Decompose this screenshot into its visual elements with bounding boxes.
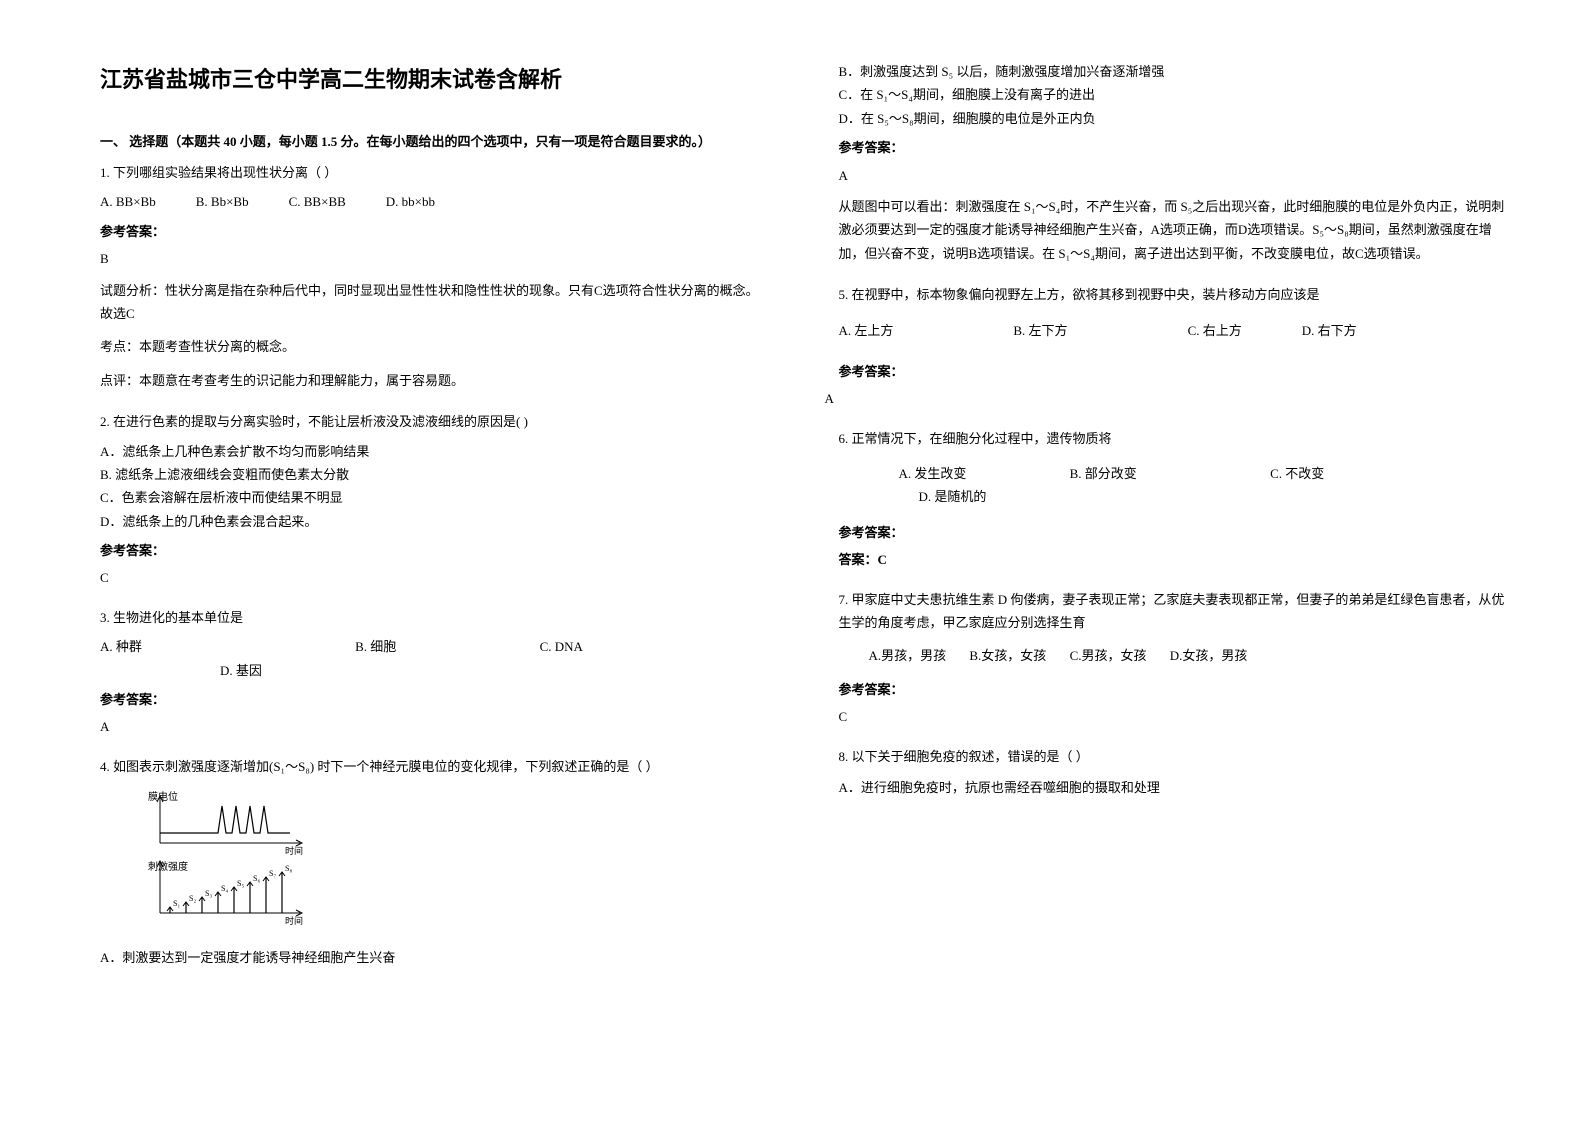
q6-opt-b: B. 部分改变 [1070, 462, 1137, 485]
q2-opt-b: B. 滤纸条上滤液细线会变粗而使色素太分散 [100, 463, 769, 486]
q7-options: A.男孩，男孩 B.女孩，女孩 C.男孩，女孩 D.女孩，男孩 [869, 644, 1508, 667]
left-column: 江苏省盐城市三仓中学高二生物期末试卷含解析 一、 选择题（本题共 40 小题，每… [100, 60, 769, 1082]
svg-text:S₈: S₈ [285, 864, 292, 873]
q7-text: 7. 甲家庭中丈夫患抗维生素 D 佝偻病，妻子表现正常；乙家庭夫妻表现都正常，但… [839, 588, 1508, 635]
q2-text: 2. 在进行色素的提取与分离实验时，不能让层析液没及滤液细线的原因是( ) [100, 410, 769, 433]
q4-answer: A [839, 164, 1508, 187]
q1-explanation-3: 点评：本题意在考查考生的识记能力和理解能力，属于容易题。 [100, 369, 769, 392]
q5-opt-b: B. 左下方 [1013, 319, 1067, 342]
q3-opt-b: B. 细胞 [355, 635, 396, 658]
q4-text: 4. 如图表示刺激强度逐渐增加(S₁～S₈) 时下一个神经元膜电位的变化规律，下… [100, 755, 769, 778]
q3-opt-a: A. 种群 [100, 635, 142, 658]
q6-opt-d: D. 是随机的 [919, 485, 987, 508]
q5-answer: A [825, 387, 1508, 410]
question-1: 1. 下列哪组实验结果将出现性状分离（ ） A. BB×Bb B. Bb×Bb … [100, 161, 769, 402]
q5-opt-c: C. 右上方 [1188, 319, 1242, 342]
exam-title: 江苏省盐城市三仓中学高二生物期末试卷含解析 [100, 60, 769, 100]
q1-opt-c: C. BB×BB [289, 190, 346, 213]
svg-text:S₆: S₆ [253, 874, 260, 883]
q5-options: A. 左上方 B. 左下方 C. 右上方 D. 右下方 [839, 319, 1508, 350]
right-column: B．刺激强度达到 S₅ 以后，随刺激强度增加兴奋逐渐增强 C．在 S₁～S₄期间… [839, 60, 1508, 1082]
q3-answer: A [100, 715, 769, 738]
q2-answer-label: 参考答案： [100, 539, 769, 562]
question-5: 5. 在视野中，标本物象偏向视野左上方，欲将其移到视野中央，装片移动方向应该是 … [839, 283, 1508, 419]
question-8: 8. 以下关于细胞免疫的叙述，错误的是（ ） A．进行细胞免疫时，抗原也需经吞噬… [839, 745, 1508, 806]
q1-opt-a: A. BB×Bb [100, 190, 156, 213]
q8-text: 8. 以下关于细胞免疫的叙述，错误的是（ ） [839, 745, 1508, 768]
svg-text:S₅: S₅ [237, 879, 244, 888]
q2-answer: C [100, 566, 769, 589]
q3-text: 3. 生物进化的基本单位是 [100, 606, 769, 629]
q2-opt-a: A．滤纸条上几种色素会扩散不均匀而影响结果 [100, 440, 769, 463]
q6-text: 6. 正常情况下，在细胞分化过程中，遗传物质将 [839, 427, 1508, 450]
q5-opt-d: D. 右下方 [1302, 319, 1357, 342]
q4-chart-svg: 膜电位 时间 刺激强度 S₁S [140, 788, 340, 928]
svg-text:S₁: S₁ [173, 899, 180, 908]
question-4-continued: B．刺激强度达到 S₅ 以后，随刺激强度增加兴奋逐渐增强 C．在 S₁～S₄期间… [839, 60, 1508, 275]
q6-opt-c: C. 不改变 [1270, 462, 1324, 485]
exam-page: 江苏省盐城市三仓中学高二生物期末试卷含解析 一、 选择题（本题共 40 小题，每… [100, 60, 1507, 1082]
q2-options: A．滤纸条上几种色素会扩散不均匀而影响结果 B. 滤纸条上滤液细线会变粗而使色素… [100, 440, 769, 534]
question-2: 2. 在进行色素的提取与分离实验时，不能让层析液没及滤液细线的原因是( ) A．… [100, 410, 769, 598]
q3-answer-label: 参考答案： [100, 688, 769, 711]
q7-opt-b: B.女孩，女孩 [969, 644, 1046, 667]
q6-answer-label: 参考答案： [839, 521, 1508, 544]
q3-options: A. 种群 B. 细胞 C. DNA D. 基因 [100, 635, 769, 682]
q7-answer: C [839, 705, 1508, 728]
svg-text:S₇: S₇ [269, 869, 276, 878]
question-4: 4. 如图表示刺激强度逐渐增加(S₁～S₈) 时下一个神经元膜电位的变化规律，下… [100, 755, 769, 975]
q4-answer-label: 参考答案： [839, 136, 1508, 159]
q8-opt-a: A．进行细胞免疫时，抗原也需经吞噬细胞的摄取和处理 [839, 776, 1508, 799]
q2-opt-c: C．色素会溶解在层析液中而使结果不明显 [100, 486, 769, 509]
q4-chart: 膜电位 时间 刺激强度 S₁S [140, 788, 340, 935]
q5-text: 5. 在视野中，标本物象偏向视野左上方，欲将其移到视野中央，装片移动方向应该是 [839, 283, 1508, 306]
svg-text:S₄: S₄ [221, 884, 228, 893]
q2-opt-d: D．滤纸条上的几种色素会混合起来。 [100, 510, 769, 533]
question-6: 6. 正常情况下，在细胞分化过程中，遗传物质将 A. 发生改变 B. 部分改变 … [839, 427, 1508, 580]
q4-options: A．刺激要达到一定强度才能诱导神经细胞产生兴奋 [100, 946, 769, 969]
q3-opt-d: D. 基因 [220, 659, 262, 682]
q7-opt-c: C.男孩，女孩 [1070, 644, 1147, 667]
q4-opt-a: A．刺激要达到一定强度才能诱导神经细胞产生兴奋 [100, 946, 769, 969]
question-7: 7. 甲家庭中丈夫患抗维生素 D 佝偻病，妻子表现正常；乙家庭夫妻表现都正常，但… [839, 588, 1508, 737]
q7-opt-a: A.男孩，男孩 [869, 644, 947, 667]
chart-ylabel-bottom: 刺激强度 [148, 860, 188, 873]
svg-text:S₃: S₃ [205, 889, 212, 898]
q1-options: A. BB×Bb B. Bb×Bb C. BB×BB D. bb×bb [100, 190, 769, 213]
svg-text:S₂: S₂ [189, 894, 196, 903]
section-1-header: 一、 选择题（本题共 40 小题，每小题 1.5 分。在每小题给出的四个选项中，… [100, 130, 769, 153]
q7-opt-d: D.女孩，男孩 [1170, 644, 1248, 667]
q7-answer-label: 参考答案： [839, 678, 1508, 701]
q4-opt-b: B．刺激强度达到 S₅ 以后，随刺激强度增加兴奋逐渐增强 [839, 60, 1508, 83]
q4-opt-d: D．在 S₅～S₈期间，细胞膜的电位是外正内负 [839, 107, 1508, 130]
q1-answer: B [100, 247, 769, 270]
q6-answer: 答案：C [839, 548, 1508, 571]
q5-answer-label: 参考答案： [839, 360, 1508, 383]
q1-explanation-1: 试题分析：性状分离是指在杂种后代中，同时显现出显性性状和隐性性状的现象。只有C选… [100, 279, 769, 326]
q4-opt-c: C．在 S₁～S₄期间，细胞膜上没有离子的进出 [839, 83, 1508, 106]
q8-options: A．进行细胞免疫时，抗原也需经吞噬细胞的摄取和处理 [839, 776, 1508, 799]
q6-options: A. 发生改变 B. 部分改变 C. 不改变 D. 是随机的 [839, 462, 1508, 509]
q1-text: 1. 下列哪组实验结果将出现性状分离（ ） [100, 161, 769, 184]
q1-explanation-2: 考点：本题考查性状分离的概念。 [100, 335, 769, 358]
chart-xlabel-bottom: 时间 [285, 915, 303, 926]
q5-opt-a: A. 左上方 [839, 319, 894, 342]
q1-answer-label: 参考答案： [100, 220, 769, 243]
question-3: 3. 生物进化的基本单位是 A. 种群 B. 细胞 C. DNA D. 基因 参… [100, 606, 769, 747]
q4-options-cont: B．刺激强度达到 S₅ 以后，随刺激强度增加兴奋逐渐增强 C．在 S₁～S₄期间… [839, 60, 1508, 130]
q1-opt-d: D. bb×bb [386, 190, 435, 213]
chart-xlabel-top: 时间 [285, 845, 303, 856]
q4-explanation: 从题图中可以看出：刺激强度在 S₁～S₄时，不产生兴奋，而 S₅之后出现兴奋，此… [839, 195, 1508, 265]
q3-opt-c: C. DNA [540, 635, 583, 658]
q1-opt-b: B. Bb×Bb [196, 190, 249, 213]
q6-opt-a: A. 发生改变 [899, 462, 967, 485]
